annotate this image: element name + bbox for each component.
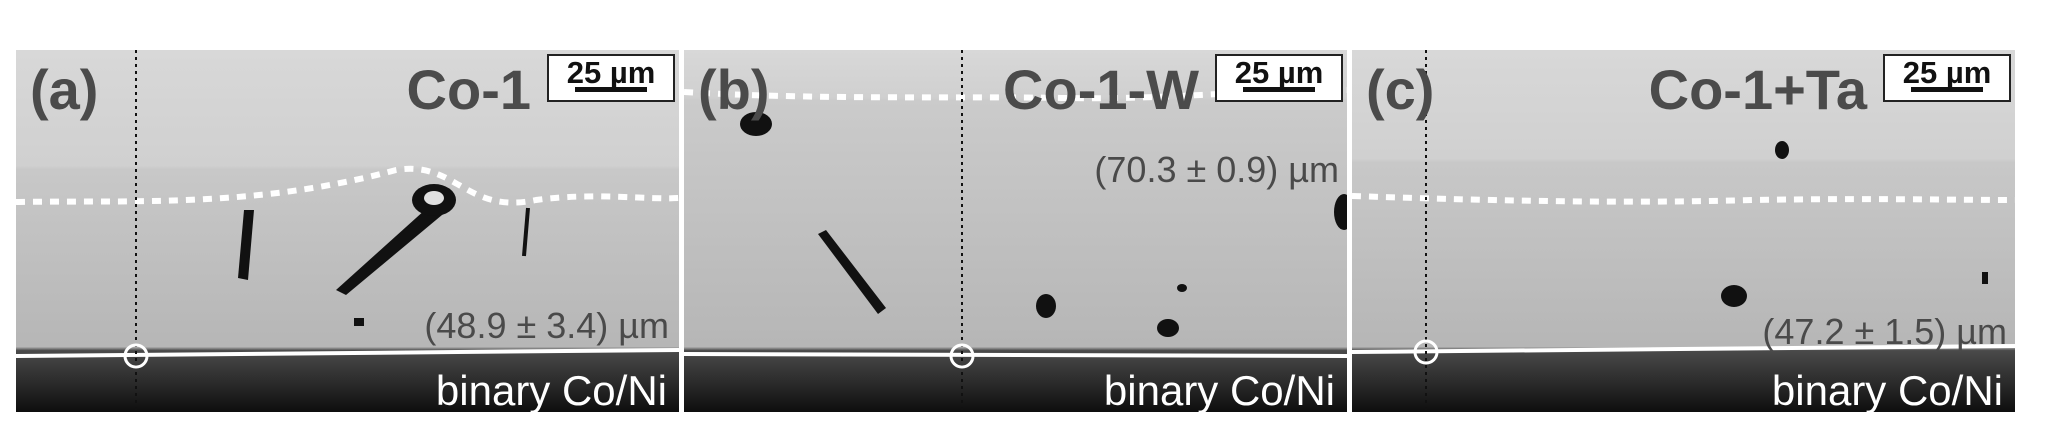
substrate-label: binary Co/Ni xyxy=(1103,367,1335,412)
panel-title: Co-1-W xyxy=(1003,58,1199,121)
scale-bar: 25 µm xyxy=(547,54,675,102)
scale-bar-line xyxy=(1911,87,1983,92)
scale-bar: 25 µm xyxy=(1883,54,2011,102)
panel-letter: (c) xyxy=(1366,58,1435,121)
micrograph-image-c xyxy=(1352,50,2015,412)
micrograph-panel-c: (c) Co-1+Ta 25 µm (47.2 ± 1.5) µm binary… xyxy=(1352,50,2015,412)
panel-letter: (a) xyxy=(30,58,99,121)
substrate-label: binary Co/Ni xyxy=(1771,367,2003,412)
micrograph-image-a xyxy=(16,50,679,412)
scale-bar-label: 25 µm xyxy=(1234,55,1324,90)
thickness-measurement: (70.3 ± 0.9) µm xyxy=(1094,149,1339,190)
scale-bar-line xyxy=(575,87,647,92)
panel-title: Co-1 xyxy=(406,58,531,121)
scale-bar-line xyxy=(1243,87,1315,92)
panel-title: Co-1+Ta xyxy=(1648,58,1867,121)
micrograph-panel-a: (a) Co-1 25 µm (48.9 ± 3.4) µm binary Co… xyxy=(16,50,679,412)
scale-bar-label: 25 µm xyxy=(1902,55,1992,90)
scale-bar-label: 25 µm xyxy=(566,55,656,90)
scale-bar: 25 µm xyxy=(1215,54,1343,102)
panel-letter: (b) xyxy=(698,58,770,121)
micrograph-panel-b: (b) Co-1-W 25 µm (70.3 ± 0.9) µm binary … xyxy=(684,50,1347,412)
substrate-label: binary Co/Ni xyxy=(435,367,667,412)
thickness-measurement: (47.2 ± 1.5) µm xyxy=(1762,311,2007,352)
thickness-measurement: (48.9 ± 3.4) µm xyxy=(424,305,669,346)
micrograph-image-b xyxy=(684,50,1347,412)
